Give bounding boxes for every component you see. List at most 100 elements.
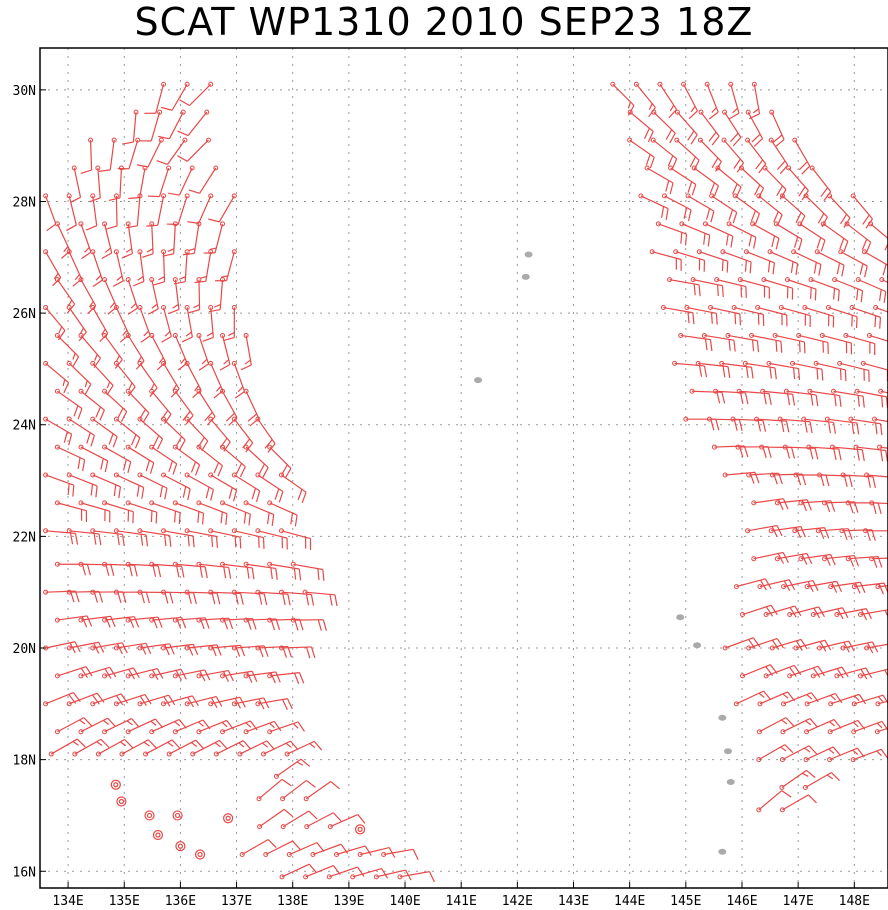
wind-barb [184,528,219,548]
island-shape [718,848,727,855]
barb-station [715,165,721,171]
barb-feather [147,739,157,749]
barb-shaft [705,223,734,237]
barb-feather [262,467,269,478]
barb-station [719,360,725,366]
barb-station [119,751,125,757]
barb-feather [185,415,194,425]
barb-shaft [186,307,193,338]
barb-station [864,645,870,651]
wind-barb [733,578,772,591]
wind-barb [740,664,778,679]
wind-barb [137,416,164,450]
barb-feather [193,304,200,309]
barb-feather [120,693,129,704]
wind-barb [877,444,888,450]
barb-shaft [336,845,366,856]
barb-feather [804,421,808,433]
lat-tick-label: 22N [13,530,36,545]
wind-barb [137,643,175,656]
barb-feather [192,644,199,656]
barb-station [810,673,816,679]
barb-feather [859,263,864,275]
barb-feather [270,567,273,580]
barb-station [286,852,292,858]
barb-feather [251,567,255,580]
barb-feather [236,463,243,474]
barb-shaft [92,418,118,438]
wind-barb [196,444,224,477]
barb-feather [240,364,252,371]
lon-tick-label: 138E [277,894,308,909]
wind-barb [302,589,338,607]
wind-barb [767,249,799,275]
barb-station [161,81,167,87]
barb-feather [708,111,719,120]
barb-feather [710,210,715,223]
barb-station [208,360,214,366]
barb-feather [752,637,761,648]
wind-barb [828,693,867,707]
barb-station [728,81,734,87]
barb-feather [794,605,802,617]
wind-barb [149,332,167,371]
barb-feather [774,139,785,148]
barb-station [113,416,119,422]
barb-feather [158,276,165,281]
barb-station [137,701,143,707]
barb-feather [802,772,809,777]
barb-feather [867,642,874,654]
wind-barb [674,109,698,145]
wind-barb [255,472,284,503]
wind-barb [879,277,888,284]
barb-feather [177,155,188,162]
barb-station [667,277,673,283]
wind-barb [868,221,888,251]
wind-barb [651,109,676,144]
barb-station [239,852,245,858]
barb-station [172,388,178,394]
wind-barb [188,165,219,194]
barb-feather [795,263,799,275]
wind-barb [243,561,278,580]
barb-feather [185,331,192,337]
barb-station [204,109,210,115]
barb-feather [753,237,757,249]
wind-barb [133,249,145,287]
wind-barbs [43,81,888,883]
barb-feather [201,440,209,452]
barb-station [196,332,202,338]
barb-feather [86,615,93,627]
barb-shaft [723,139,745,164]
wind-barb [655,221,688,246]
barb-feather [102,719,110,725]
wind-barb [860,360,888,382]
barb-feather [804,747,811,753]
barb-feather [750,367,754,379]
calm-marker [172,810,183,821]
barb-station [196,729,202,735]
barb-shaft [205,251,212,282]
barb-feather [234,535,237,548]
barb-feather [156,159,168,166]
wind-barb [85,193,98,231]
barb-feather [164,413,172,424]
barb-shaft [871,557,888,560]
barb-station [78,388,84,394]
barb-feather [687,181,693,193]
barb-feather [820,240,826,252]
barb-feather [168,694,176,706]
barb-feather [142,412,150,424]
barb-feather [862,214,870,225]
barb-feather [109,302,116,309]
barb-feather [782,498,789,510]
barb-feather [286,698,293,710]
barb-shaft [781,769,807,789]
barb-feather [201,358,208,365]
wind-barb [781,692,819,707]
island-shape [693,642,702,649]
barb-feather [828,421,831,434]
barb-feather [851,315,853,327]
barb-station [102,617,108,623]
barb-feather [787,393,791,406]
